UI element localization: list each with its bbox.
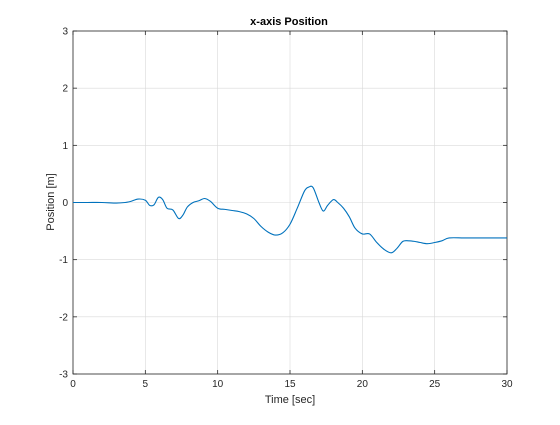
y-tick-label: 0 xyxy=(62,198,68,209)
chart-title: x-axis Position xyxy=(250,16,328,28)
x-tick-label: 10 xyxy=(212,379,224,390)
y-axis-label: Position [m] xyxy=(45,173,57,230)
x-tick-label: 20 xyxy=(357,379,369,390)
x-tick-label: 25 xyxy=(429,379,441,390)
y-tick-label: -2 xyxy=(59,312,68,323)
x-tick-label: 0 xyxy=(70,379,76,390)
y-tick-labels: -3 -2 -1 0 1 2 3 xyxy=(59,27,68,381)
x-tick-label: 5 xyxy=(143,379,149,390)
grid xyxy=(72,30,508,375)
y-tick-label: 1 xyxy=(62,141,68,152)
y-tick-label: 3 xyxy=(62,27,68,38)
x-tick-label: 30 xyxy=(501,379,513,390)
x-axis-label: Time [sec] xyxy=(265,394,315,406)
x-tick-label: 15 xyxy=(284,379,296,390)
y-tick-label: -1 xyxy=(59,255,68,266)
y-tick-label: 2 xyxy=(62,84,68,95)
y-tick-label: -3 xyxy=(59,370,68,381)
ticks xyxy=(72,30,508,375)
series-line xyxy=(73,185,507,254)
x-tick-labels: 0 5 10 15 20 25 30 xyxy=(70,379,513,390)
